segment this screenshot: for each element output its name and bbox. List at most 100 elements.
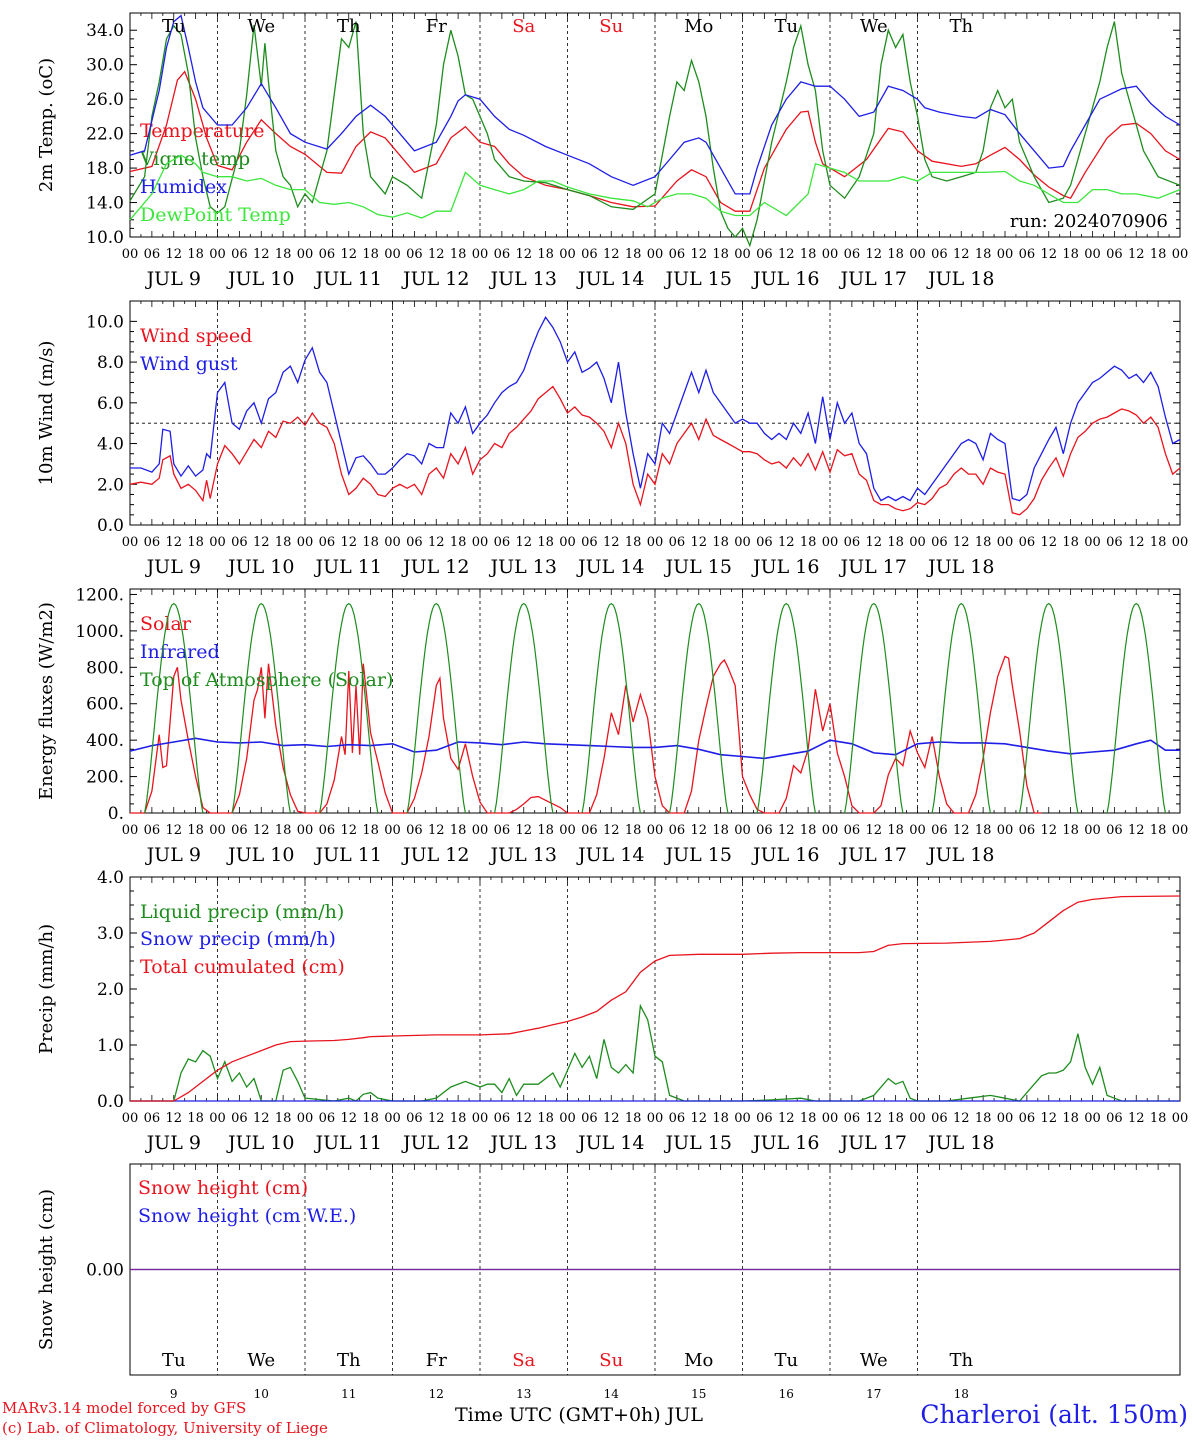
date-label: JUL 9 [145, 268, 201, 290]
plot-frame [129, 300, 1181, 526]
legend-entry: DewPoint Temp [140, 204, 291, 226]
y-tick-label: 400. [86, 731, 124, 751]
date-label: JUL 18 [926, 556, 994, 578]
hour-tick-label: 18 [887, 535, 904, 550]
y-tick-label: 14.0 [86, 194, 124, 214]
hour-tick-label: 00 [122, 823, 139, 838]
hour-tick-label: 18 [800, 247, 817, 262]
hour-tick-label: 00 [122, 1111, 139, 1126]
hour-tick-label: 12 [340, 1111, 357, 1126]
hour-tick-label: 12 [953, 247, 970, 262]
hour-tick-label: 12 [515, 1111, 532, 1126]
hour-tick-label: 18 [975, 823, 992, 838]
hour-tick-label: 18 [362, 535, 379, 550]
hour-tick-label: 00 [1172, 1111, 1189, 1126]
hour-tick-label: 12 [165, 823, 182, 838]
y-tick-label: 2.0 [97, 475, 124, 495]
hour-tick-label: 18 [537, 1111, 554, 1126]
panel-4: 0.0 1.0 2.0 3.0 4.0 Precip (mm/h) Liquid preci… [36, 868, 1188, 1154]
hour-tick-label: 12 [953, 1111, 970, 1126]
series-line-top-of-atmosphere-solar [844, 602, 904, 814]
hour-tick-label: 06 [494, 823, 511, 838]
date-label: JUL 16 [751, 844, 819, 866]
hour-tick-label: 12 [865, 247, 882, 262]
hour-tick-label: 18 [712, 823, 729, 838]
hour-tick-label: 06 [144, 247, 161, 262]
series-line-top-of-atmosphere-solar [669, 602, 729, 814]
series-line-top-of-atmosphere-solar [756, 602, 816, 814]
weekday-label: Sa [512, 16, 535, 37]
hour-tick-label: 18 [537, 247, 554, 262]
hour-tick-label: 18 [625, 1111, 642, 1126]
hour-tick-label: 00 [909, 535, 926, 550]
y-tick-label: 8.0 [97, 353, 124, 373]
hour-tick-label: 00 [297, 535, 314, 550]
date-label: JUL 12 [401, 1132, 469, 1154]
date-label: JUL 10 [226, 556, 294, 578]
y-tick-label: 0.00 [86, 1261, 124, 1281]
series-line-dewpoint-temp [129, 154, 1181, 221]
hour-tick-label: 12 [778, 1111, 795, 1126]
hour-tick-label: 18 [450, 823, 467, 838]
date-label: JUL 13 [489, 268, 557, 290]
series-line-temperature [129, 70, 1181, 212]
y-tick-label: 1000. [75, 622, 124, 642]
y-axis-label: 10m Wind (m/s) [36, 341, 57, 486]
hour-tick-label: 00 [734, 247, 751, 262]
date-label: JUL 14 [576, 556, 644, 578]
hour-tick-label: 12 [603, 247, 620, 262]
hour-tick-label: 12 [603, 1111, 620, 1126]
series-line-liquid-precip-mm-h- [130, 1003, 1180, 1102]
hour-tick-label: 18 [712, 535, 729, 550]
hour-tick-label: 06 [844, 1111, 861, 1126]
hour-tick-label: 18 [1062, 823, 1079, 838]
y-axis-label: 2m Temp. (oC) [36, 58, 57, 192]
hour-tick-label: 18 [275, 535, 292, 550]
weekday-label: Th [949, 1350, 973, 1371]
hour-tick-label: 12 [603, 535, 620, 550]
hour-tick-label: 00 [647, 823, 664, 838]
hour-tick-label: 00 [559, 823, 576, 838]
y-tick-label: 0.0 [97, 1092, 124, 1112]
hour-tick-label: 00 [647, 535, 664, 550]
date-label: JUL 14 [576, 268, 644, 290]
hour-tick-label: 18 [1150, 823, 1167, 838]
hour-tick-label: 06 [931, 247, 948, 262]
hour-tick-label: 00 [997, 1111, 1014, 1126]
hour-tick-label: 06 [756, 1111, 773, 1126]
hour-tick-label: 00 [209, 535, 226, 550]
hour-tick-label: 00 [1172, 535, 1189, 550]
hour-tick-label: 06 [844, 823, 861, 838]
legend-entry: Snow height (cm W.E.) [138, 1205, 356, 1227]
series-line-wind-gust [130, 316, 1181, 502]
model-credit-line1: MARv3.14 model forced by GFS [2, 1399, 247, 1417]
hour-tick-label: 12 [428, 247, 445, 262]
hour-tick-label: 18 [187, 1111, 204, 1126]
hour-tick-label: 06 [581, 823, 598, 838]
hour-tick-label: 12 [865, 823, 882, 838]
hour-tick-label: 12 [1128, 535, 1145, 550]
day-number-label: 14 [604, 1387, 620, 1401]
hour-tick-label: 12 [778, 823, 795, 838]
hour-tick-label: 12 [1040, 247, 1057, 262]
weekday-label: Th [949, 16, 973, 37]
weekday-label: Sa [512, 1350, 535, 1371]
series-line-top-of-atmosphere-solar [931, 602, 991, 814]
hour-tick-label: 12 [1128, 247, 1145, 262]
hour-tick-label: 06 [231, 1111, 248, 1126]
hour-tick-label: 00 [822, 823, 839, 838]
y-tick-label: 1.0 [97, 1036, 124, 1056]
date-label: JUL 9 [145, 1132, 201, 1154]
day-number-label: 15 [691, 1387, 706, 1401]
panel-1: 10.0 14.0 18.0 22.0 26.0 30.0 34.0 2m Temp. (oC… [36, 12, 1188, 290]
legend-entry: Wind speed [140, 325, 252, 347]
y-tick-label: 0. [108, 804, 124, 824]
date-label: JUL 12 [401, 268, 469, 290]
hour-tick-label: 00 [472, 1111, 489, 1126]
date-label: JUL 18 [926, 268, 994, 290]
day-number-label: 12 [429, 1387, 444, 1401]
date-label: JUL 9 [145, 844, 201, 866]
weekday-label: Mo [684, 1350, 713, 1371]
date-label: JUL 11 [314, 1132, 382, 1154]
y-tick-label: 10.0 [86, 312, 124, 332]
